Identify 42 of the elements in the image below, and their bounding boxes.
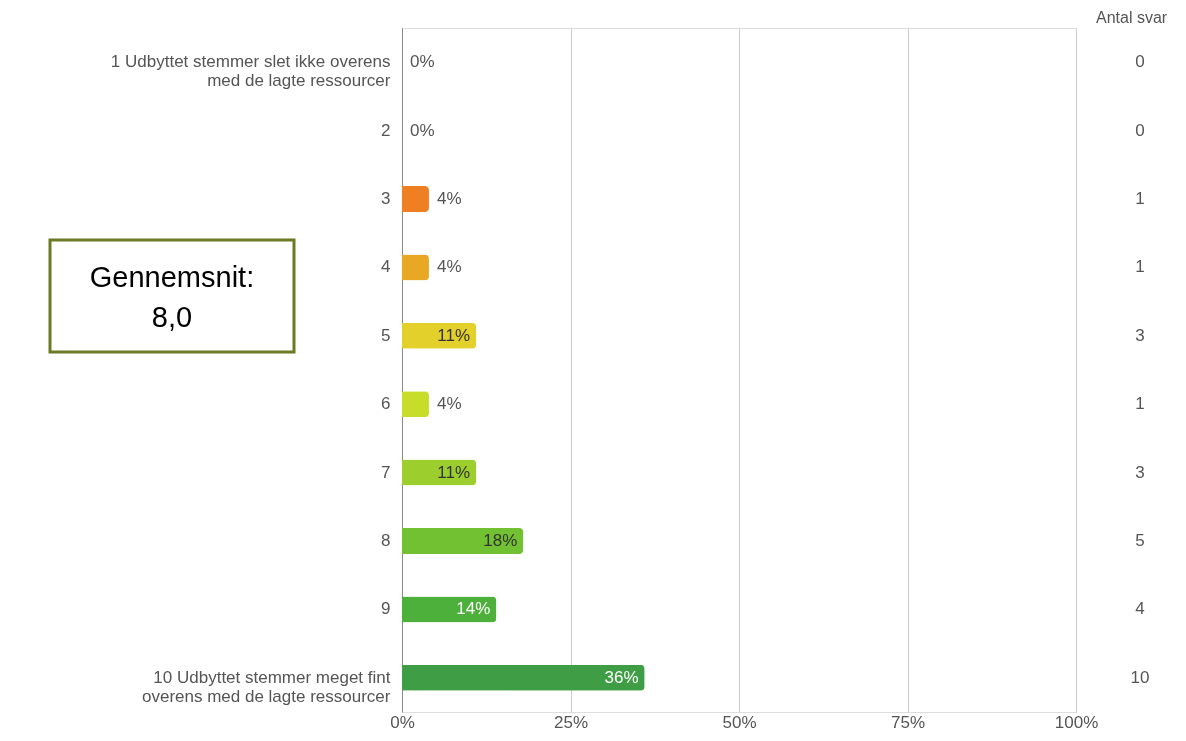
x-tick-label: 50% (722, 712, 757, 732)
y-tick-label: 1 Udbyttet stemmer slet ikke overens med de lagte ressourcer (110, 52, 391, 91)
data-label: 14% (456, 599, 491, 619)
y-tick-label: 6 (381, 394, 391, 414)
data-label: 11% (437, 462, 471, 482)
text: 5 (1135, 531, 1145, 550)
y-tick-label: 3 (381, 189, 391, 208)
y-tick-label: 5 (381, 325, 391, 345)
y-tick-label: 8 (381, 531, 391, 550)
y-tick-label: 9 (381, 599, 391, 619)
data-label: 4% (436, 257, 462, 277)
y-tick-label: 4 (381, 257, 391, 277)
data-label: 36% (604, 667, 639, 687)
y-tick-label: 7 (381, 462, 391, 482)
data-label: 0% (410, 120, 435, 140)
text: 3 (1135, 325, 1145, 345)
data-label: 11% (437, 325, 471, 345)
text: 0 (1135, 120, 1145, 140)
text: Gennemsnit: 8,0 (89, 261, 255, 333)
x-tick-label: 75% (890, 712, 926, 732)
bar (402, 186, 429, 212)
data-label: 4% (436, 189, 462, 208)
y-tick-label: 10 Udbyttet stemmer meget fint overens med de lagte ressourcer (141, 667, 391, 706)
text: Antal svar (1096, 9, 1168, 26)
text: 1 (1135, 189, 1145, 208)
text: 1 (1135, 257, 1145, 277)
text: 10 (1130, 667, 1150, 687)
data-label: 0% (410, 52, 435, 72)
data-label: 18% (483, 531, 518, 550)
text: 0 (1135, 52, 1145, 72)
bar (402, 391, 429, 418)
bar (402, 528, 524, 554)
y-tick-label: 2 (381, 120, 391, 140)
bar (402, 254, 429, 281)
text: 3 (1135, 462, 1145, 482)
bar (402, 664, 645, 691)
text: 4 (1135, 599, 1145, 619)
x-tick-label: 100% (1054, 712, 1099, 732)
x-tick-label: 25% (553, 712, 589, 732)
data-label: 4% (436, 394, 462, 414)
text: 1 (1135, 394, 1145, 414)
x-tick-label: 0% (390, 712, 415, 732)
